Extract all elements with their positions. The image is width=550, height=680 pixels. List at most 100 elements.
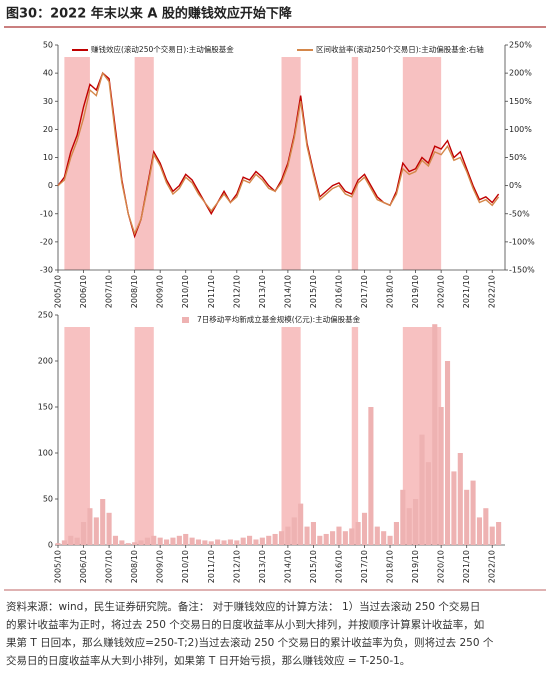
y-tick-label: 0 — [48, 181, 53, 190]
bar — [144, 537, 150, 545]
x-tick-label: 2008/10 — [130, 275, 139, 308]
x-tick-label: 2005/10 — [54, 275, 63, 308]
bar — [106, 512, 112, 545]
bar — [355, 522, 361, 545]
bar — [151, 535, 157, 545]
bar — [342, 531, 348, 545]
x-tick-label: 2010/10 — [181, 275, 190, 308]
bar — [208, 541, 214, 545]
y-tick-label: 250 — [38, 311, 53, 320]
y-tick-label: -20 — [40, 237, 53, 246]
figure-title: 图30：2022 年末以来 A 股的赚钱效应开始下降 — [6, 6, 293, 22]
series-line — [57, 71, 500, 236]
footer-line: 资料来源：wind，民生证券研究院。备注： 对于赚钱效应的计算方法： 1）当过去… — [6, 600, 480, 613]
bar — [419, 434, 425, 545]
bar — [112, 535, 119, 545]
bar — [164, 539, 170, 545]
bar — [138, 540, 144, 545]
bar — [361, 512, 368, 545]
x-tick-label: 2018/10 — [386, 550, 395, 583]
bar — [425, 462, 431, 545]
y-tick-label: 50 — [43, 495, 53, 504]
y2-tick-label: 250% — [509, 41, 532, 50]
bar — [400, 489, 406, 545]
x-tick-label: 2021/10 — [462, 550, 471, 583]
bar — [183, 533, 189, 545]
bar — [444, 361, 451, 545]
bar — [413, 499, 419, 545]
x-tick-label: 2019/10 — [411, 550, 420, 583]
x-tick-label: 2012/10 — [232, 275, 241, 308]
shaded-period — [134, 327, 154, 545]
bar — [336, 526, 342, 545]
bar — [323, 533, 329, 545]
bar — [202, 540, 208, 545]
footer-line: 交易日的日度收益率从大到小排列，如果第 T 日开始亏损，那么赚钱效应 = T-2… — [6, 654, 410, 667]
x-tick-label: 2022/10 — [488, 275, 497, 308]
y2-tick-label: 100% — [509, 125, 532, 134]
x-tick-label: 2019/10 — [411, 275, 420, 308]
y2-tick-label: 150% — [509, 97, 532, 106]
bar — [266, 535, 272, 545]
legend-label: 区间收益率(滚动250个交易日):主动偏股基金:右轴 — [316, 44, 484, 54]
bar — [61, 540, 67, 545]
bar — [310, 522, 316, 545]
bar — [381, 531, 387, 545]
bar — [68, 535, 74, 545]
bar — [438, 407, 444, 545]
bar — [349, 528, 355, 545]
legend-label: 赚钱效应(滚动250个交易日):主动偏股基金 — [91, 44, 234, 54]
bar — [432, 324, 438, 545]
x-tick-label: 2006/10 — [79, 275, 88, 308]
bar — [100, 499, 106, 545]
y2-tick-label: -100% — [509, 237, 535, 246]
bar — [253, 539, 259, 545]
x-tick-label: 2013/10 — [258, 275, 267, 308]
bar — [285, 526, 291, 545]
y2-tick-label: 50% — [509, 153, 527, 162]
x-tick-label: 2005/10 — [54, 550, 63, 583]
x-tick-label: 2020/10 — [437, 550, 446, 583]
bar — [406, 508, 412, 545]
x-tick-label: 2008/10 — [130, 550, 139, 583]
x-tick-label: 2017/10 — [360, 275, 369, 308]
bar — [330, 531, 336, 545]
bar — [272, 533, 278, 545]
footer-line: 的累计收益率为正时，将过去 250 个交易日的日度收益率从小到大排列，并按顺序计… — [6, 618, 484, 631]
shaded-period — [281, 57, 301, 270]
shaded-period — [402, 57, 442, 270]
y2-tick-label: -50% — [509, 209, 530, 218]
bar — [387, 535, 393, 545]
bar — [278, 531, 285, 545]
bar — [496, 522, 502, 545]
bar — [298, 503, 304, 545]
y-tick-label: 100 — [38, 449, 53, 458]
bar — [489, 526, 495, 545]
x-tick-label: 2006/10 — [79, 550, 88, 583]
x-tick-label: 2011/10 — [207, 550, 216, 583]
bar — [80, 522, 87, 545]
shaded-period — [64, 327, 90, 545]
footer-line: 果第 T 日回本，那么赚钱效应=250-T;2)当过去滚动 250 个交易日的累… — [6, 636, 494, 649]
shaded-period — [351, 327, 359, 545]
x-tick-label: 2016/10 — [334, 275, 343, 308]
bar — [451, 471, 457, 545]
bar — [87, 508, 93, 545]
bar — [189, 537, 195, 545]
bar — [457, 453, 463, 545]
x-tick-label: 2021/10 — [462, 275, 471, 308]
x-tick-label: 2014/10 — [283, 550, 292, 583]
y-tick-label: -30 — [40, 266, 53, 275]
shaded-period — [281, 327, 301, 545]
bar — [374, 526, 380, 545]
bar — [55, 543, 61, 545]
x-tick-label: 2015/10 — [309, 275, 318, 308]
y2-tick-label: 0% — [509, 181, 522, 190]
bar — [464, 489, 470, 545]
bar — [368, 407, 374, 545]
bar — [215, 539, 221, 545]
y2-tick-label: 200% — [509, 69, 532, 78]
x-tick-label: 2020/10 — [437, 275, 446, 308]
